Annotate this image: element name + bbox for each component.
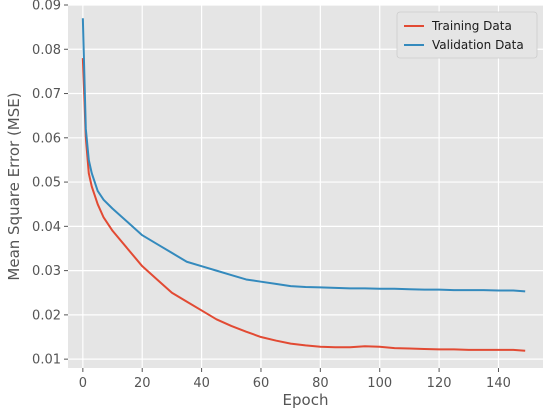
x-axis-label: Epoch bbox=[283, 391, 329, 409]
y-tick-label: 0.07 bbox=[32, 87, 61, 102]
legend-label-validation: Validation Data bbox=[432, 38, 524, 52]
x-tick-label: 60 bbox=[253, 376, 270, 391]
y-tick-label: 0.06 bbox=[32, 131, 61, 146]
training-data-line bbox=[81, 58, 526, 352]
legend: Training Data Validation Data bbox=[396, 11, 538, 59]
x-tick-label: 100 bbox=[367, 376, 392, 391]
series-lines bbox=[81, 18, 526, 352]
legend-label-training: Training Data bbox=[431, 19, 512, 33]
validation-data-line bbox=[81, 18, 526, 293]
y-tick-label: 0.08 bbox=[32, 43, 61, 58]
y-tick-label: 0.03 bbox=[32, 264, 61, 279]
y-tick-label: 0.09 bbox=[32, 0, 61, 14]
x-tick-label: 20 bbox=[134, 376, 151, 391]
x-tick-label: 140 bbox=[486, 376, 511, 391]
plot-area bbox=[68, 5, 543, 368]
x-axis-ticks: 0 20 40 60 80 100 120 140 bbox=[79, 368, 511, 391]
x-tick-label: 40 bbox=[193, 376, 210, 391]
y-axis-label: Mean Square Error (MSE) bbox=[5, 92, 23, 280]
y-tick-label: 0.02 bbox=[32, 308, 61, 323]
y-tick-label: 0.01 bbox=[32, 353, 61, 368]
legend-box bbox=[396, 11, 538, 59]
x-tick-label: 0 bbox=[79, 376, 87, 391]
x-tick-label: 80 bbox=[312, 376, 329, 391]
y-tick-label: 0.04 bbox=[32, 220, 61, 235]
y-axis-ticks: 0.01 0.02 0.03 0.04 0.05 0.06 0.07 0.08 0.09 bbox=[32, 0, 68, 368]
x-tick-label: 120 bbox=[427, 376, 452, 391]
y-tick-label: 0.05 bbox=[32, 176, 61, 191]
